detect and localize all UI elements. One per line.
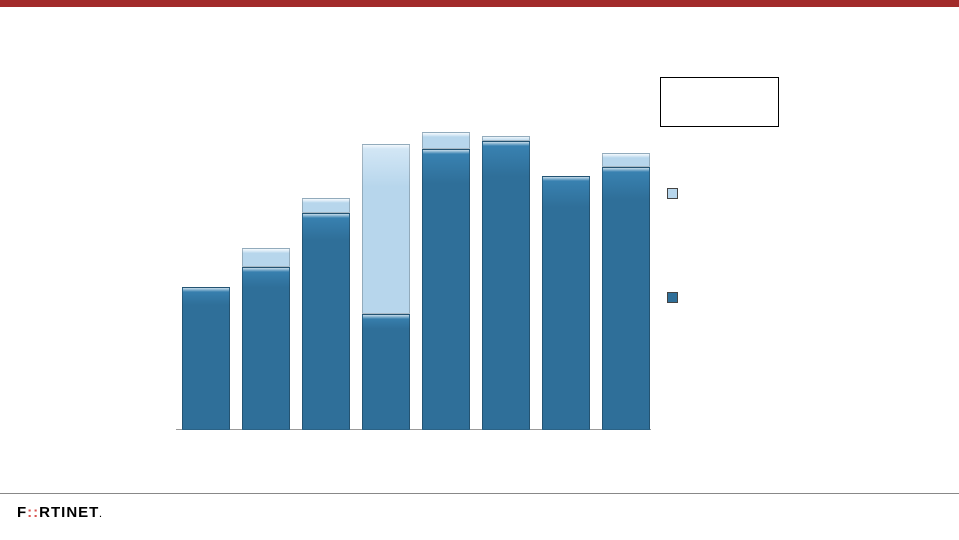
legend-swatch-light — [667, 188, 678, 199]
bar-seg-light — [242, 248, 290, 267]
bar-seg-light — [362, 144, 410, 314]
bar-c1 — [182, 287, 230, 430]
bar-seg-dark — [182, 287, 230, 430]
slide-top-bar — [0, 0, 959, 7]
bar-c6 — [482, 136, 530, 431]
bar-c4 — [362, 144, 410, 430]
bar-c3 — [302, 198, 350, 431]
bar-c8 — [602, 153, 650, 430]
bar-seg-dark — [362, 314, 410, 430]
bar-seg-dark — [482, 141, 530, 430]
bar-seg-dark — [422, 149, 470, 430]
revenue-chart — [176, 120, 651, 430]
bar-seg-light — [602, 153, 650, 167]
brand-logo: F::RTINET. — [17, 504, 103, 521]
bar-c7 — [542, 176, 590, 430]
legend-swatch-dark — [667, 292, 678, 303]
logo-dot: . — [99, 510, 102, 519]
logo-text-tail: RTINET — [39, 504, 99, 521]
bar-seg-light — [422, 132, 470, 149]
bar-c2 — [242, 248, 290, 430]
logo-text: F — [17, 504, 27, 521]
footer-divider — [0, 493, 959, 494]
bar-seg-dark — [602, 167, 650, 431]
logo-accent: :: — [27, 504, 39, 521]
bar-seg-dark — [302, 213, 350, 430]
bar-seg-dark — [542, 176, 590, 430]
bar-seg-light — [302, 198, 350, 214]
bar-seg-dark — [242, 267, 290, 430]
legend-box — [660, 77, 779, 127]
bar-c5 — [422, 132, 470, 430]
